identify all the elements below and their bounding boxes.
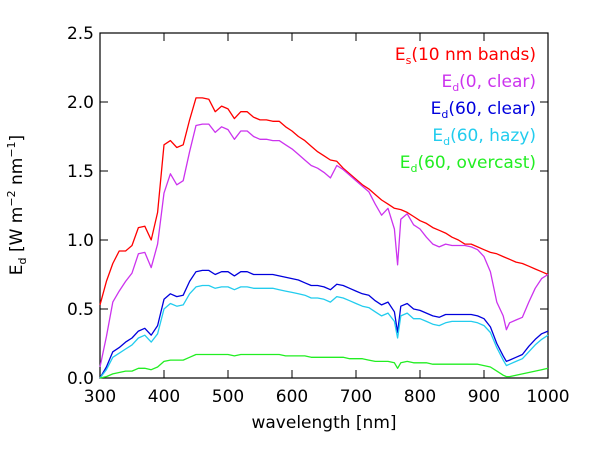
- y-label-sup2: −1: [5, 141, 18, 157]
- legend-entry-4: Ed(60, overcast): [400, 153, 536, 175]
- x-tick-label: 500: [212, 387, 244, 407]
- legend-entry-1: Ed(0, clear): [441, 72, 536, 94]
- x-tick-label: 600: [276, 387, 308, 407]
- legend-entry-0: Es(10 nm bands): [395, 45, 536, 67]
- x-tick-label: 1000: [526, 387, 569, 407]
- series-layer: [99, 97, 549, 379]
- x-tick-label: 700: [340, 387, 372, 407]
- axis-ticks: 300 400 500 600 700 800 900 1000 0.0 0.5 1.0 1.5 2.0…: [67, 24, 570, 407]
- legend-entry-3: Ed(60, hazy): [432, 126, 536, 148]
- y-label-sub: d: [16, 257, 29, 264]
- y-tick-label: 2.5: [67, 24, 94, 44]
- y-tick-label: 0.0: [67, 369, 94, 389]
- series-line-4: [99, 353, 549, 379]
- y-label-base: E: [7, 264, 27, 275]
- y-tick-label: 2.0: [67, 93, 94, 113]
- legend-entry-2: Ed(60, clear): [431, 99, 536, 121]
- x-tick-label: 900: [468, 387, 500, 407]
- legend: Es(10 nm bands) Ed(0, clear) Ed(60, clear)…: [395, 45, 536, 175]
- y-tick-label: 1.5: [67, 162, 94, 182]
- plot-frame: [99, 32, 549, 379]
- x-tick-label: 800: [404, 387, 436, 407]
- y-label-rest: [W m: [7, 207, 27, 258]
- series-line-1: [99, 123, 549, 368]
- y-label-sup1: −2: [5, 190, 18, 206]
- x-tick-label: 400: [148, 387, 180, 407]
- y-label-end: ]: [7, 135, 27, 142]
- y-label-mid: nm: [7, 158, 27, 191]
- x-axis-label: wavelength [nm]: [251, 413, 396, 433]
- y-axis-label: Ed [W m−2 nm−1]: [5, 135, 29, 275]
- series-line-3: [99, 284, 549, 379]
- series-line-0: [99, 97, 549, 306]
- y-tick-label: 1.0: [67, 231, 94, 251]
- series-line-2: [99, 269, 549, 379]
- y-tick-label: 0.5: [67, 300, 94, 320]
- x-tick-label: 300: [84, 387, 116, 407]
